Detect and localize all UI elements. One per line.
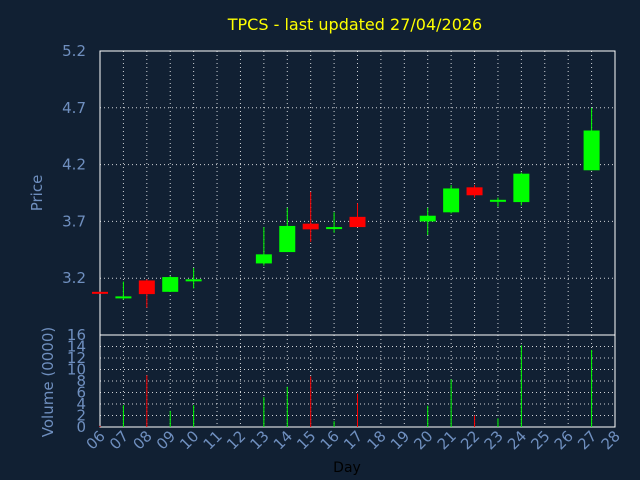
candle-body (326, 227, 343, 230)
price-y-tick-label: 4.2 (62, 156, 86, 174)
candle (255, 227, 272, 266)
x-axis-label: Day (333, 460, 361, 476)
candle (466, 185, 483, 198)
candle (138, 279, 155, 308)
candle (302, 191, 319, 242)
candle (349, 203, 366, 228)
candle-body (349, 216, 366, 228)
candle (185, 267, 202, 289)
candle-body (489, 199, 506, 202)
price-y-tick-label: 5.2 (62, 42, 86, 60)
volume-y-tick-label: 2 (76, 407, 86, 425)
candle (326, 212, 343, 233)
price-y-tick-labels: 5.2 4.7 4.2 3.7 3.2 (62, 42, 86, 287)
candle (443, 185, 460, 214)
x-tick-labels: 0607080910111213141516171819202122232425… (83, 427, 624, 453)
chart-title: TPCS - last updated 27/04/2026 (227, 15, 482, 34)
volume-y-tick-label: 4 (76, 395, 86, 413)
candle-body (115, 296, 132, 299)
volume-y-tick-label: 14 (67, 338, 86, 356)
candles (92, 107, 600, 308)
candle (513, 172, 530, 206)
price-y-tick-label: 4.7 (62, 99, 86, 117)
candle-body (466, 187, 483, 196)
candle (583, 107, 600, 171)
candle (419, 207, 436, 236)
candle-body (185, 279, 202, 282)
candle-body (162, 277, 179, 292)
candle (279, 207, 296, 253)
volume-axis-label: Volume (0000) (39, 327, 57, 437)
candle (92, 291, 108, 294)
candle-body (279, 225, 296, 253)
candle (489, 197, 506, 207)
price-y-tick-label: 3.7 (62, 212, 86, 230)
volume-y-tick-label: 12 (67, 349, 86, 367)
price-panel: 5.2 4.7 4.2 3.7 3.2 Price (28, 42, 616, 336)
candle-body (92, 291, 108, 294)
candle-body (443, 188, 460, 213)
price-axis-label: Price (28, 175, 46, 212)
candle-body (513, 173, 530, 203)
candle (162, 275, 179, 292)
candle-body (583, 130, 600, 171)
candle-body (255, 254, 272, 264)
volume-y-tick-label: 0 (76, 418, 86, 436)
candle-body (138, 280, 155, 295)
volume-y-tick-label: 16 (67, 326, 86, 344)
candle-body (419, 215, 436, 222)
candle-body (302, 223, 319, 230)
candle (115, 281, 132, 300)
volume-y-tick-label: 6 (76, 384, 86, 402)
volume-bars (99, 345, 593, 427)
volume-y-tick-label: 8 (76, 372, 86, 390)
volume-y-tick-label: 10 (67, 361, 86, 379)
price-y-tick-label: 3.2 (62, 269, 86, 287)
